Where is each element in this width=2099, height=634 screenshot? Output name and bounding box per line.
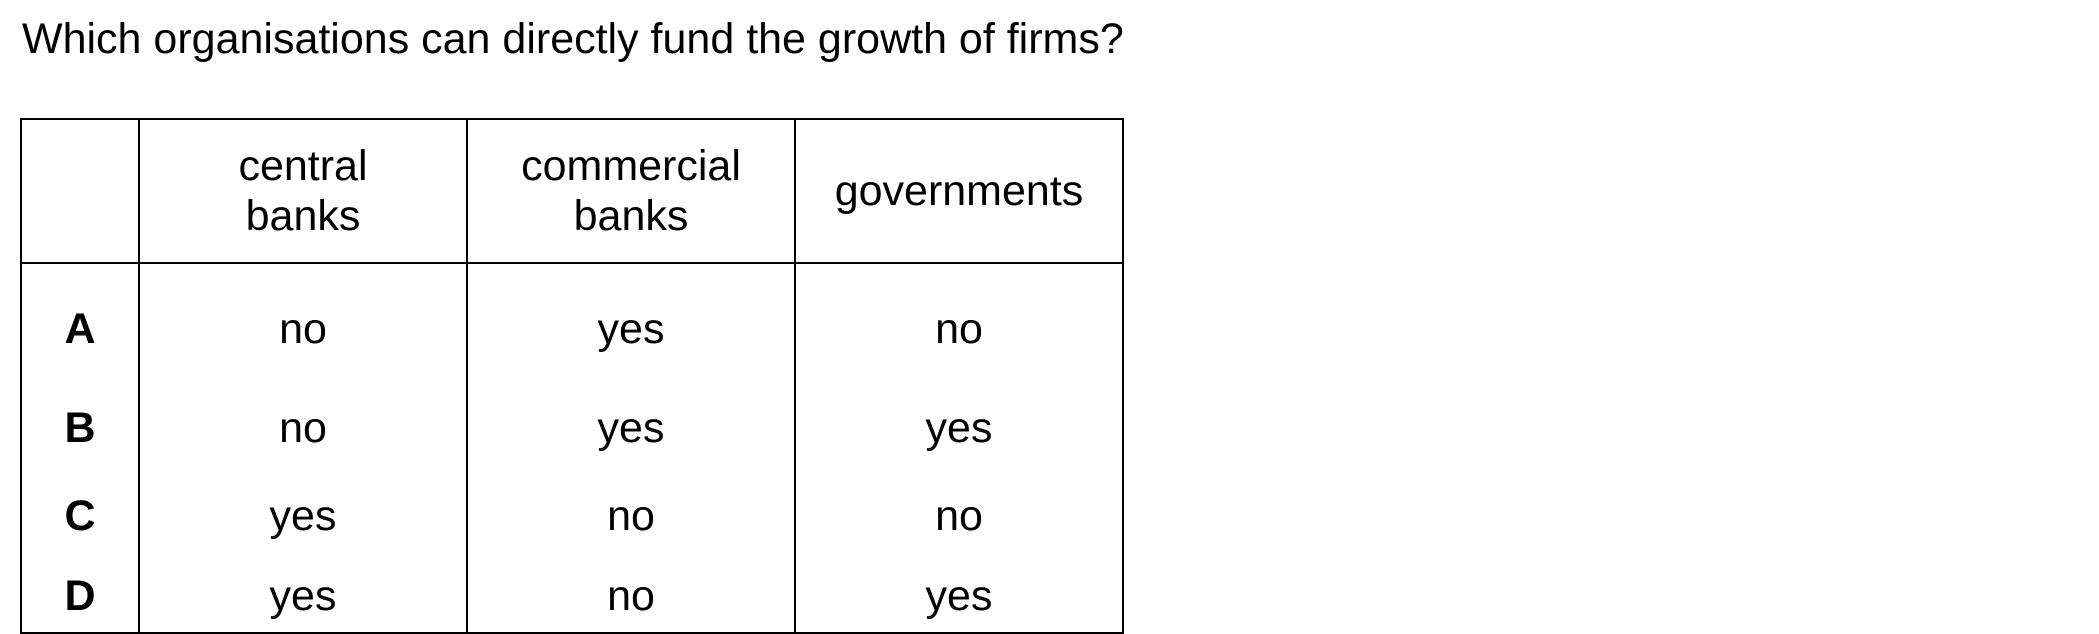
header-governments: governments: [794, 118, 1124, 264]
table-row: A no yes no: [20, 263, 1124, 384]
question-text: Which organisations can directly fund th…: [22, 15, 1124, 63]
table-cell: yes: [138, 472, 468, 560]
table-cell: yes: [466, 384, 796, 472]
header-central-banks: central banks: [138, 118, 468, 264]
table-cell: yes: [138, 560, 468, 634]
header-text-line: central: [238, 142, 368, 190]
option-label: B: [20, 384, 140, 472]
table-cell: no: [138, 263, 468, 384]
table-cell: no: [466, 560, 796, 634]
header-commercial-banks: commercial banks: [466, 118, 796, 264]
table-row: D yes no yes: [20, 560, 1124, 634]
answer-options-table: central banks commercial banks governmen…: [20, 118, 1124, 634]
table-cell: no: [794, 472, 1124, 560]
option-label: C: [20, 472, 140, 560]
table-cell: no: [466, 472, 796, 560]
table-cell: yes: [794, 560, 1124, 634]
header-text-line: banks: [573, 192, 689, 240]
table-cell: yes: [794, 384, 1124, 472]
table-header-row: central banks commercial banks governmen…: [20, 118, 1124, 264]
header-text-line: governments: [834, 167, 1084, 215]
option-label: A: [20, 263, 140, 384]
table-row: C yes no no: [20, 472, 1124, 560]
table-row: B no yes yes: [20, 384, 1124, 472]
table-cell: no: [138, 384, 468, 472]
header-text-line: commercial: [521, 142, 741, 190]
table-cell: yes: [466, 263, 796, 384]
header-text-line: banks: [245, 192, 361, 240]
table-cell: no: [794, 263, 1124, 384]
header-empty-cell: [20, 118, 140, 264]
option-label: D: [20, 560, 140, 634]
